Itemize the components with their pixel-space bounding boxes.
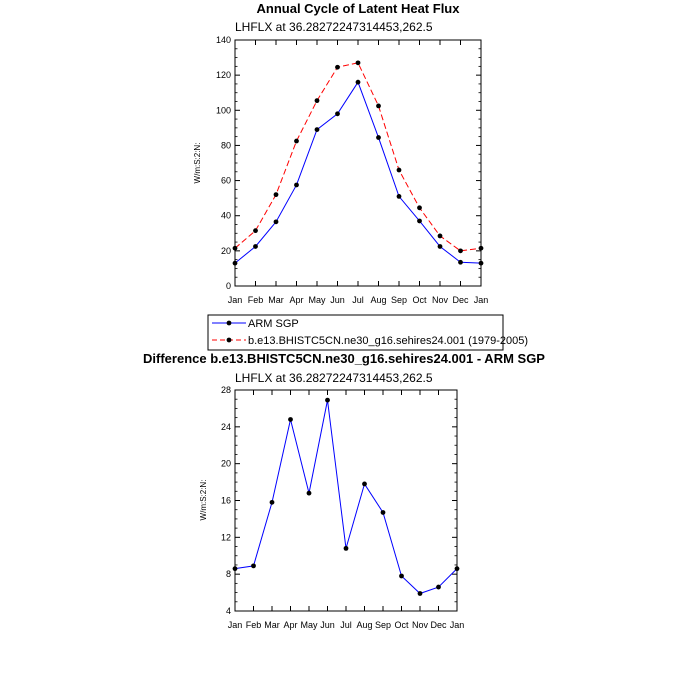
series-line-1	[234, 62, 482, 252]
series-line-0	[234, 81, 482, 264]
series-0-point	[343, 545, 349, 551]
series-1-point	[376, 103, 381, 109]
x-tick-label: Dec	[430, 620, 447, 630]
series-0-point	[362, 481, 367, 487]
x-tick-label: May	[308, 295, 326, 305]
x-tick-label: Nov	[412, 620, 429, 630]
legend-marker-model	[226, 337, 232, 343]
x-tick-label: Nov	[432, 295, 449, 305]
x-tick-label: Jan	[450, 620, 465, 630]
series-line-0	[234, 400, 458, 595]
series-0-point	[269, 499, 275, 505]
series-0-point	[355, 79, 361, 85]
x-tick-label: Jun	[330, 295, 345, 305]
x-tick-label: Jun	[320, 620, 335, 630]
series-0-point	[376, 135, 381, 140]
chart-subtitle: LHFLX at 36.28272247314453,262.5	[235, 20, 433, 34]
series-0-point	[314, 127, 320, 133]
legend-box	[207, 314, 504, 351]
series-0-point	[306, 490, 312, 496]
y-tick-label: 4	[226, 606, 231, 616]
x-tick-label: Jan	[474, 295, 489, 305]
legend-label-model: b.e13.BHISTC5CN.ne30_g16.sehires24.001 (…	[248, 335, 528, 347]
x-tick-label: Apr	[283, 620, 297, 630]
x-tick-label: Aug	[370, 295, 386, 305]
series-0-point	[253, 244, 258, 249]
y-tick-label: 80	[221, 140, 231, 150]
y-tick-label: 120	[216, 70, 231, 80]
x-tick-label: Sep	[375, 620, 391, 630]
y-axis-label: W/m:S:2:N:	[199, 480, 208, 521]
x-tick-label: Aug	[356, 620, 372, 630]
series-0-point	[417, 591, 423, 596]
plot-frame	[234, 389, 458, 612]
x-tick-label: Feb	[246, 620, 262, 630]
x-tick-label: Mar	[268, 295, 284, 305]
y-axis-label: W/m:S:2:N:	[193, 143, 202, 184]
series-1-point	[458, 248, 463, 254]
series-0-point	[436, 584, 441, 590]
legend-label-arm-sgp: ARM SGP	[248, 318, 299, 330]
series-0-point	[417, 218, 422, 224]
series-1-point	[273, 192, 279, 198]
legend: ARM SGP b.e13.BHISTC5CN.ne30_g16.sehires…	[207, 314, 528, 351]
y-tick-label: 12	[221, 532, 231, 542]
x-tick-label: Sep	[391, 295, 407, 305]
difference-chart: Difference b.e13.BHISTC5CN.ne30_g16.sehi…	[143, 351, 545, 630]
x-tick-label: Jan	[228, 620, 243, 630]
series-0-point	[288, 417, 293, 422]
series-1-point	[437, 233, 443, 239]
series-0-point	[454, 566, 460, 572]
series-1-point	[314, 98, 320, 104]
x-tick-label: Oct	[394, 620, 409, 630]
series-1-point	[396, 167, 402, 173]
y-tick-label: 24	[221, 422, 231, 432]
x-tick-label: Jan	[228, 295, 243, 305]
series-0-point	[273, 219, 279, 225]
x-tick-label: Jul	[340, 620, 352, 630]
chart-title: Difference b.e13.BHISTC5CN.ne30_g16.sehi…	[143, 351, 545, 366]
x-tick-label: Oct	[412, 295, 427, 305]
series-1-point	[335, 64, 340, 70]
series-0-point	[251, 563, 256, 569]
y-tick-label: 140	[216, 35, 231, 45]
series-1-point	[232, 245, 238, 251]
series-0-point	[458, 259, 463, 265]
x-tick-label: Apr	[289, 295, 303, 305]
y-tick-label: 0	[226, 281, 231, 291]
series-0-point	[399, 573, 404, 579]
series-0-point	[335, 111, 340, 117]
series-1-point	[294, 138, 299, 144]
y-tick-label: 60	[221, 176, 231, 186]
y-tick-label: 20	[221, 246, 231, 256]
series-0-point	[478, 260, 484, 266]
latent-heat-flux-annual-cycle-chart: Annual Cycle of Latent Heat Flux LHFLX a…	[193, 1, 528, 351]
y-tick-label: 20	[221, 459, 231, 469]
y-tick-label: 8	[226, 569, 231, 579]
series-1-point	[355, 60, 361, 66]
series-0-point	[294, 182, 299, 188]
chart-subtitle: LHFLX at 36.28272247314453,262.5	[235, 371, 433, 385]
series-1-point	[253, 228, 258, 234]
x-tick-label: Mar	[264, 620, 280, 630]
y-tick-label: 100	[216, 105, 231, 115]
x-tick-label: Dec	[452, 295, 469, 305]
x-tick-label: Jul	[352, 295, 364, 305]
series-0-point	[380, 510, 386, 515]
series-0-point	[325, 397, 330, 403]
y-tick-label: 28	[221, 385, 231, 395]
y-tick-label: 16	[221, 496, 231, 506]
series-0-point	[396, 193, 402, 199]
y-tick-label: 40	[221, 211, 231, 221]
legend-marker-arm-sgp	[226, 320, 232, 326]
x-tick-label: May	[300, 620, 318, 630]
series-1-point	[478, 245, 484, 251]
series-0-point	[232, 260, 238, 266]
series-0-point	[232, 566, 238, 572]
chart-title: Annual Cycle of Latent Heat Flux	[257, 1, 461, 16]
series-0-point	[437, 244, 443, 249]
x-tick-label: Feb	[248, 295, 264, 305]
series-1-point	[417, 205, 422, 211]
